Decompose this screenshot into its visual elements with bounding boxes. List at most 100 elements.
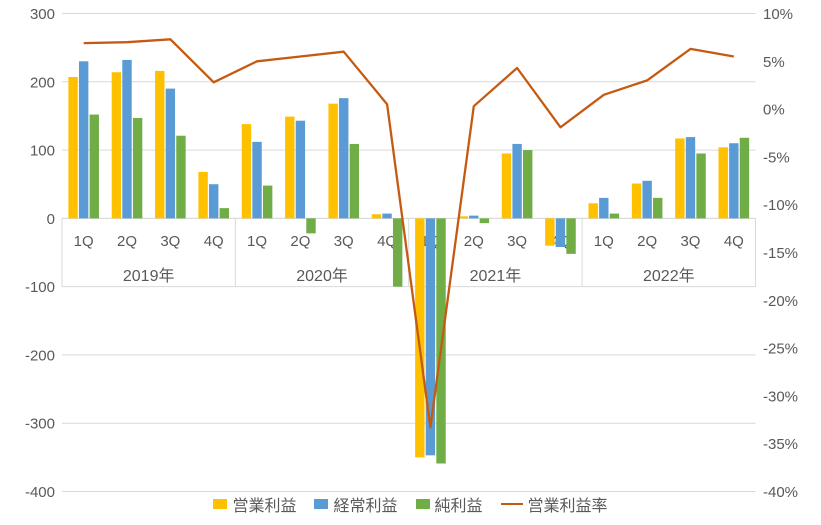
quarter-label: 4Q: [377, 233, 397, 250]
legend-swatch-operating-profit: [213, 499, 228, 509]
bar-net-profit-2021年-3Q: [523, 150, 533, 219]
bar-operating-profit-2021年-4Q: [545, 218, 555, 246]
y-axis-tick-label: -100: [25, 279, 55, 296]
quarter-label: 4Q: [724, 233, 744, 250]
bar-ordinary-profit-2020年-4Q: [382, 213, 392, 219]
pct-axis-tick-label: -15%: [763, 245, 798, 262]
bar-operating-profit-2019年-4Q: [198, 171, 208, 219]
legend-line-marker-operating-margin: [500, 502, 523, 506]
bar-net-profit-2019年-3Q: [176, 135, 186, 219]
quarter-label: 2Q: [290, 233, 310, 250]
quarter-label: 3Q: [507, 233, 527, 250]
y-axis-tick-label: 300: [30, 6, 55, 23]
bar-operating-profit-2019年-2Q: [111, 72, 122, 219]
legend-label-operating-margin: 営業利益率: [527, 498, 608, 515]
bar-operating-profit-2021年-1Q: [415, 218, 425, 458]
legend-label-net-profit: 純利益: [434, 498, 483, 515]
bar-net-profit-2022年-1Q: [609, 213, 620, 219]
bar-net-profit-2021年-4Q: [566, 218, 576, 254]
pct-axis-tick-label: 10%: [763, 6, 793, 23]
year-label: 2020年: [296, 267, 348, 285]
legend: 営業利益 経常利益 純利益 営業利益率: [0, 490, 821, 518]
bar-ordinary-profit-2019年-1Q: [78, 61, 89, 219]
bar-operating-profit-2022年-1Q: [588, 203, 598, 219]
bar-ordinary-profit-2021年-2Q: [469, 215, 479, 219]
y-axis-tick-label: 100: [30, 143, 55, 160]
bar-ordinary-profit-2019年-4Q: [209, 184, 219, 219]
pct-axis-tick-label: 5%: [763, 54, 785, 71]
legend-swatch-ordinary-profit: [314, 499, 329, 509]
quarter-label: 1Q: [594, 233, 614, 250]
bar-ordinary-profit-2021年-3Q: [512, 143, 522, 219]
pct-axis-tick-label: -35%: [763, 436, 798, 453]
line-operating-margin: [83, 38, 734, 429]
bar-operating-profit-2020年-3Q: [328, 103, 338, 219]
bar-net-profit-2020年-1Q: [262, 185, 273, 219]
pct-axis-tick-label: -30%: [763, 388, 798, 405]
quarter-label: 2Q: [637, 233, 657, 250]
bar-net-profit-2021年-2Q: [479, 218, 490, 224]
bar-operating-profit-2020年-4Q: [371, 214, 382, 219]
pct-axis-tick-label: -20%: [763, 293, 798, 310]
bar-operating-profit-2020年-1Q: [241, 124, 252, 219]
bar-operating-profit-2020年-2Q: [285, 116, 295, 219]
bar-net-profit-2022年-3Q: [696, 153, 706, 219]
bar-net-profit-2022年-4Q: [739, 137, 750, 219]
bar-operating-profit-2021年-2Q: [458, 216, 468, 219]
bar-ordinary-profit-2020年-1Q: [252, 141, 262, 219]
bar-operating-profit-2022年-2Q: [631, 183, 642, 219]
bar-net-profit-2020年-4Q: [392, 218, 403, 287]
bar-net-profit-2020年-3Q: [349, 143, 360, 219]
legend-item-ordinary-profit: 経常利益: [314, 492, 398, 516]
quarter-label: 3Q: [160, 233, 180, 250]
quarter-label: 1Q: [247, 233, 267, 250]
bar-ordinary-profit-2022年-2Q: [642, 180, 652, 219]
legend-item-operating-profit: 営業利益: [213, 492, 296, 516]
quarter-label: 2Q: [464, 233, 484, 250]
quarter-label: 4Q: [204, 233, 224, 250]
quarter-label: 3Q: [334, 233, 354, 250]
bar-ordinary-profit-2021年-1Q: [425, 218, 436, 456]
bar-operating-profit-2022年-3Q: [675, 138, 685, 219]
bar-ordinary-profit-2019年-3Q: [165, 88, 176, 219]
legend-item-operating-margin: 営業利益率: [500, 492, 608, 516]
year-label: 2021年: [470, 267, 522, 285]
bar-ordinary-profit-2022年-4Q: [729, 143, 739, 219]
bar-operating-profit-2019年-1Q: [68, 77, 78, 219]
legend-item-net-profit: 純利益: [415, 492, 483, 516]
y-axis-tick-label: -200: [25, 347, 55, 364]
bar-net-profit-2019年-4Q: [219, 208, 230, 219]
bar-net-profit-2022年-2Q: [653, 197, 663, 219]
bar-net-profit-2019年-1Q: [89, 114, 99, 219]
year-label: 2022年: [643, 267, 695, 285]
pct-axis-tick-label: -10%: [763, 197, 798, 214]
pct-axis-tick-label: -40%: [763, 484, 798, 501]
pct-axis-tick-label: -25%: [763, 341, 798, 358]
bar-ordinary-profit-2019年-2Q: [122, 59, 132, 219]
bar-operating-profit-2022年-4Q: [718, 147, 728, 219]
bar-ordinary-profit-2022年-3Q: [685, 137, 696, 219]
y-axis-tick-label: 0: [47, 211, 55, 228]
bar-ordinary-profit-2020年-3Q: [339, 98, 349, 219]
y-axis-tick-label: 200: [30, 74, 55, 91]
y-axis-tick-label: -400: [25, 484, 55, 501]
legend-label-operating-profit: 営業利益: [232, 498, 297, 515]
bar-operating-profit-2021年-3Q: [501, 153, 512, 219]
bar-net-profit-2019年-2Q: [132, 117, 143, 219]
legend-swatch-net-profit: [415, 499, 430, 509]
bar-ordinary-profit-2020年-2Q: [295, 120, 306, 219]
y-axis-tick-label: -300: [25, 416, 55, 433]
quarter-label: 3Q: [680, 233, 700, 250]
bar-net-profit-2020年-2Q: [306, 218, 316, 234]
quarter-label: 2Q: [117, 233, 137, 250]
bar-ordinary-profit-2021年-4Q: [555, 218, 566, 248]
quarter-label: 1Q: [74, 233, 94, 250]
pct-axis-tick-label: -5%: [763, 149, 790, 166]
bar-operating-profit-2019年-3Q: [155, 70, 165, 219]
bar-ordinary-profit-2022年-1Q: [599, 197, 609, 219]
legend-label-ordinary-profit: 経常利益: [333, 498, 398, 515]
pct-axis-tick-label: 0%: [763, 102, 785, 119]
year-label: 2019年: [123, 267, 175, 285]
